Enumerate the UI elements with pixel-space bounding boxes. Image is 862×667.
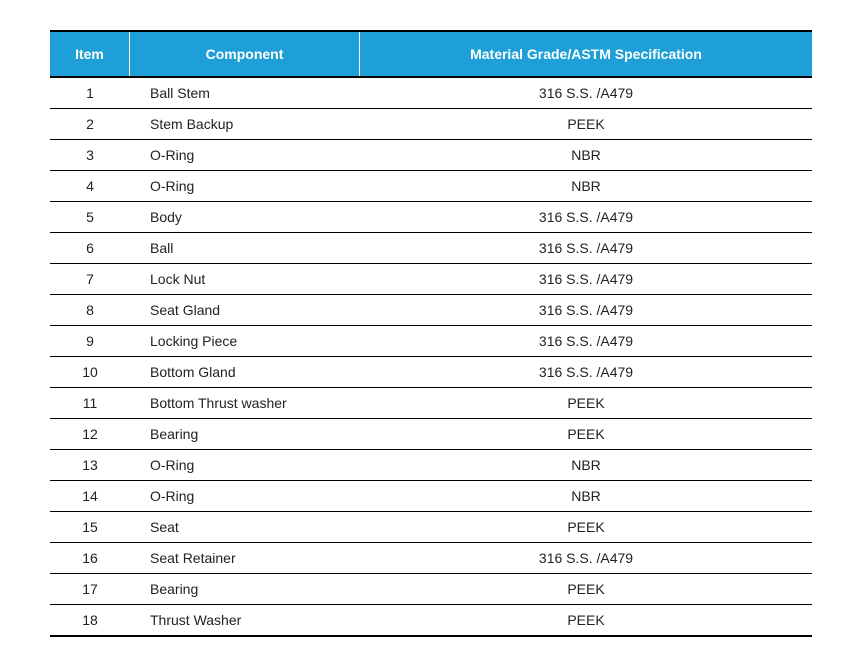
cell-component: O-Ring	[130, 450, 360, 480]
cell-item: 12	[50, 419, 130, 449]
cell-component: O-Ring	[130, 481, 360, 511]
table-row: 16Seat Retainer316 S.S. /A479	[50, 543, 812, 574]
cell-material: NBR	[360, 140, 812, 170]
cell-component: Bearing	[130, 419, 360, 449]
cell-item: 10	[50, 357, 130, 387]
table-row: 17BearingPEEK	[50, 574, 812, 605]
table-row: 14O-RingNBR	[50, 481, 812, 512]
cell-material: NBR	[360, 171, 812, 201]
cell-material: NBR	[360, 481, 812, 511]
cell-component: Locking Piece	[130, 326, 360, 356]
cell-item: 6	[50, 233, 130, 263]
cell-component: Bottom Thrust washer	[130, 388, 360, 418]
cell-material: NBR	[360, 450, 812, 480]
cell-item: 5	[50, 202, 130, 232]
table-body: 1Ball Stem316 S.S. /A4792Stem BackupPEEK…	[50, 78, 812, 637]
cell-material: 316 S.S. /A479	[360, 233, 812, 263]
cell-component: Stem Backup	[130, 109, 360, 139]
cell-component: O-Ring	[130, 140, 360, 170]
table-row: 1Ball Stem316 S.S. /A479	[50, 78, 812, 109]
cell-material: 316 S.S. /A479	[360, 264, 812, 294]
cell-item: 16	[50, 543, 130, 573]
cell-material: PEEK	[360, 419, 812, 449]
header-item: Item	[50, 32, 130, 76]
cell-item: 4	[50, 171, 130, 201]
header-component: Component	[130, 32, 360, 76]
cell-item: 1	[50, 78, 130, 108]
table-row: 12BearingPEEK	[50, 419, 812, 450]
table-row: 15SeatPEEK	[50, 512, 812, 543]
table-row: 9Locking Piece316 S.S. /A479	[50, 326, 812, 357]
table-row: 11Bottom Thrust washerPEEK	[50, 388, 812, 419]
cell-item: 9	[50, 326, 130, 356]
cell-item: 14	[50, 481, 130, 511]
cell-component: O-Ring	[130, 171, 360, 201]
materials-table: Item Component Material Grade/ASTM Speci…	[50, 30, 812, 637]
cell-component: Bearing	[130, 574, 360, 604]
cell-material: PEEK	[360, 512, 812, 542]
table-header-row: Item Component Material Grade/ASTM Speci…	[50, 32, 812, 78]
cell-item: 17	[50, 574, 130, 604]
cell-material: 316 S.S. /A479	[360, 202, 812, 232]
cell-item: 13	[50, 450, 130, 480]
table-row: 3O-RingNBR	[50, 140, 812, 171]
cell-component: Seat Gland	[130, 295, 360, 325]
cell-material: 316 S.S. /A479	[360, 326, 812, 356]
cell-item: 18	[50, 605, 130, 635]
cell-item: 3	[50, 140, 130, 170]
cell-material: 316 S.S. /A479	[360, 295, 812, 325]
header-material: Material Grade/ASTM Specification	[360, 32, 812, 76]
cell-component: Body	[130, 202, 360, 232]
cell-material: PEEK	[360, 605, 812, 635]
cell-component: Ball Stem	[130, 78, 360, 108]
cell-component: Seat	[130, 512, 360, 542]
cell-item: 8	[50, 295, 130, 325]
cell-item: 15	[50, 512, 130, 542]
table-row: 6Ball316 S.S. /A479	[50, 233, 812, 264]
cell-component: Bottom Gland	[130, 357, 360, 387]
cell-item: 7	[50, 264, 130, 294]
table-row: 8Seat Gland316 S.S. /A479	[50, 295, 812, 326]
table-row: 5Body316 S.S. /A479	[50, 202, 812, 233]
cell-material: PEEK	[360, 388, 812, 418]
cell-component: Ball	[130, 233, 360, 263]
cell-material: 316 S.S. /A479	[360, 543, 812, 573]
table-row: 4O-RingNBR	[50, 171, 812, 202]
cell-item: 2	[50, 109, 130, 139]
cell-material: 316 S.S. /A479	[360, 357, 812, 387]
table-row: 2Stem BackupPEEK	[50, 109, 812, 140]
cell-component: Lock Nut	[130, 264, 360, 294]
table-row: 13O-RingNBR	[50, 450, 812, 481]
cell-component: Thrust Washer	[130, 605, 360, 635]
cell-component: Seat Retainer	[130, 543, 360, 573]
table-row: 18Thrust WasherPEEK	[50, 605, 812, 637]
cell-material: PEEK	[360, 109, 812, 139]
cell-material: PEEK	[360, 574, 812, 604]
cell-item: 11	[50, 388, 130, 418]
table-row: 10Bottom Gland316 S.S. /A479	[50, 357, 812, 388]
cell-material: 316 S.S. /A479	[360, 78, 812, 108]
table-row: 7Lock Nut316 S.S. /A479	[50, 264, 812, 295]
